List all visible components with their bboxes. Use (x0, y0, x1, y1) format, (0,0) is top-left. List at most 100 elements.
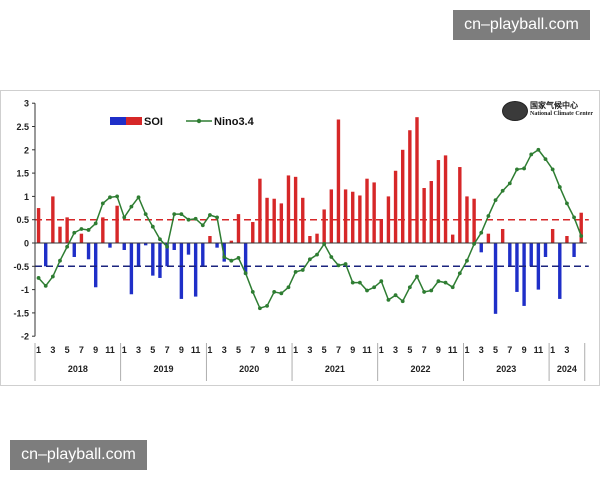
nino-line (36, 147, 584, 311)
nino-point (315, 252, 319, 257)
nino-point (500, 188, 505, 193)
soi-bar (379, 219, 383, 243)
nino-point (129, 204, 134, 209)
soi-bar (293, 176, 298, 243)
soi-bar (372, 182, 376, 243)
nino-point (329, 255, 334, 259)
nino-point (307, 257, 312, 262)
nino-point (293, 269, 298, 274)
nino-point (86, 228, 91, 232)
nino-point (429, 288, 434, 293)
soi-bar (272, 198, 276, 243)
soi-bar (351, 191, 355, 243)
soi-bar (165, 243, 169, 267)
soi-bar (243, 243, 248, 275)
soi-bar (529, 243, 533, 267)
x-tick-label-month: 5 (493, 345, 498, 355)
seal-icon (502, 101, 528, 121)
nino-point (136, 195, 141, 200)
y-tick-label: 2.5 (16, 122, 29, 132)
soi-bar (222, 243, 226, 262)
x-tick-label-month: 7 (165, 345, 170, 355)
nino-point (543, 157, 548, 162)
nino-point (479, 230, 484, 235)
nino-point (65, 244, 70, 249)
axes: -2-1.5-1-0.500.511.522.531 3 5 7 9 11 1 3 5 7 9 11 1… (13, 99, 587, 381)
x-tick-label-year: 2018 (68, 364, 88, 374)
soi-bar (93, 243, 98, 288)
nino-point (522, 166, 526, 171)
nino-point (150, 224, 155, 229)
x-tick-label-month: 5 (150, 345, 155, 355)
nino-point (350, 280, 355, 285)
nino-point (422, 290, 427, 294)
x-tick-label-month: 1 (122, 345, 127, 355)
nino-point (258, 306, 262, 311)
soi-bar (565, 236, 569, 243)
soi-bar (443, 155, 448, 243)
soi-bar (122, 243, 126, 250)
x-tick-label-month: 3 (307, 345, 312, 355)
nino-point (515, 167, 519, 172)
chart-frame (0, 90, 600, 386)
nino-point (493, 198, 498, 203)
nino-point (286, 285, 291, 290)
nino-point (507, 181, 512, 186)
legend-soi-label: SOI (144, 116, 163, 128)
x-tick-label-month: 1 (36, 345, 41, 355)
soi-bar (286, 175, 291, 243)
soi-bar (179, 243, 184, 299)
nino-point (279, 291, 284, 296)
legend-soi-swatch-neg (110, 117, 126, 125)
soi-bar (422, 188, 426, 243)
soi-bar (251, 222, 255, 243)
x-tick-label-month: 11 (534, 345, 544, 355)
soi-bar (508, 243, 512, 267)
soi-bar (579, 212, 583, 243)
soi-bar (36, 208, 41, 243)
soi-bar (415, 117, 419, 243)
nino-point (193, 216, 198, 221)
nino-point (143, 212, 148, 217)
soi-bar (393, 170, 398, 243)
soi-bar (472, 198, 476, 243)
soi-bar (258, 178, 262, 243)
x-tick-label-month: 1 (379, 345, 384, 355)
soi-bar (522, 243, 526, 306)
nino-point (579, 234, 584, 238)
watermark-bottom: cn–playball.com (10, 440, 147, 470)
soi-bar (201, 243, 205, 267)
nino-point (557, 185, 562, 189)
x-tick-label-month: 9 (350, 345, 355, 355)
soi-bar (279, 203, 284, 243)
nino-point (79, 227, 84, 231)
x-tick-label-month: 1 (207, 345, 212, 355)
nino-point (457, 271, 462, 276)
y-tick-label: -2 (21, 332, 29, 342)
nino-point (400, 299, 405, 304)
nino-point (115, 194, 120, 199)
legend-soi-swatch-pos (126, 117, 142, 125)
soi-bar (493, 243, 498, 314)
soi-bar (58, 226, 62, 243)
y-tick-label: 0 (24, 239, 29, 249)
soi-bar (536, 243, 541, 290)
x-tick-label-month: 5 (322, 345, 327, 355)
x-tick-label-month: 9 (179, 345, 184, 355)
soi-bar (486, 233, 491, 243)
x-tick-label-year: 2022 (411, 364, 431, 374)
x-tick-label-year: 2023 (496, 364, 516, 374)
logo-chinese-name: 国家气候中心 (530, 101, 578, 110)
soi-bar (79, 233, 84, 243)
x-tick-label-month: 11 (105, 345, 115, 355)
soi-bar (329, 189, 334, 243)
soi-bar (479, 243, 483, 253)
nino-point (36, 276, 41, 280)
x-tick-label-month: 5 (236, 345, 241, 355)
soi-bar (72, 243, 76, 257)
x-tick-label-month: 11 (277, 345, 287, 355)
x-tick-label-month: 9 (93, 345, 98, 355)
soi-bar (572, 243, 576, 257)
nino-point (122, 215, 127, 220)
nino-point (436, 279, 441, 284)
